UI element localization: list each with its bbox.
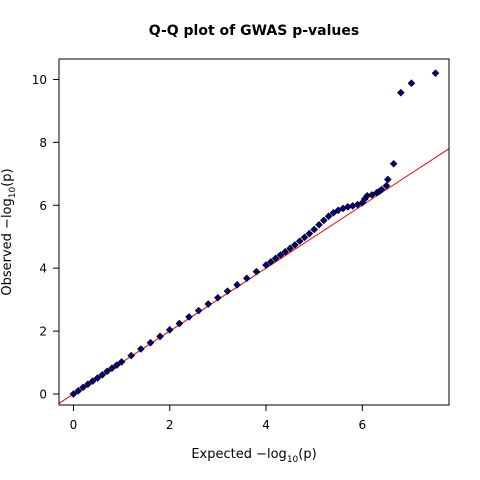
data-point [146,338,155,347]
data-point [127,351,136,360]
data-point [185,313,193,321]
data-point [262,261,270,269]
data-point [320,216,328,225]
data-point [156,332,164,341]
data-point [389,159,398,168]
x-axis-label-subscript: 10 [287,455,299,465]
x-axis-label: Expected −log10(p) [191,447,316,465]
x-tick-label: 2 [166,418,174,432]
y-axis-label-suffix: (p) [0,168,15,186]
x-tick-label: 0 [70,418,78,432]
data-point [281,248,290,256]
data-point [233,281,241,289]
data-point [324,212,333,221]
y-axis-label-subscript: 10 [8,187,18,199]
x-axis-label-suffix: (p) [298,447,316,462]
data-point [74,387,83,395]
data-point [300,233,309,242]
data-point [291,241,299,249]
x-axis: 0 2 4 6 [70,405,367,432]
y-axis-label: Observed −log10(p) [0,168,18,295]
data-point [165,326,174,334]
data-point [252,267,261,276]
data-point [276,251,285,259]
y-tick-label: 2 [39,325,47,339]
data-point [305,229,314,238]
x-axis-label-prefix: Expected −log [191,447,287,462]
data-point [108,364,116,372]
data-point [407,79,416,88]
data-point [79,383,87,392]
data-point [286,244,294,253]
data-point [223,287,232,295]
data-point [194,306,203,315]
data-point [112,361,121,369]
data-point [214,293,222,302]
data-point [384,175,392,184]
data-point [397,88,405,97]
y-tick-label: 10 [32,73,47,87]
y-tick-label: 6 [39,199,47,213]
data-point [84,380,92,389]
y-tick-label: 0 [39,387,47,401]
data-point [93,374,102,382]
data-point [377,185,386,194]
data-point [267,258,275,266]
data-point [271,254,280,263]
data-point [295,237,304,245]
data-point [382,181,391,190]
data-point [329,209,338,217]
y-axis-label-prefix: Observed −log [0,198,15,295]
data-point [315,220,323,229]
data-point [204,300,213,308]
data-point [117,358,126,366]
data-point [98,371,107,379]
x-tick-label: 6 [359,418,367,432]
chart-title: Q-Q plot of GWAS p-values [149,23,359,39]
data-point [242,274,251,283]
data-point [431,69,440,77]
data-point [137,345,145,353]
y-tick-label: 8 [39,136,47,150]
data-point [69,390,78,398]
y-axis: 0 2 4 6 8 10 [32,73,59,401]
data-point [103,367,111,376]
data-point [175,319,184,328]
data-point [88,377,97,385]
y-tick-label: 4 [39,262,47,276]
x-tick-label: 4 [262,418,270,432]
plot-frame [58,58,450,406]
data-points [69,69,440,398]
data-point [310,225,318,234]
